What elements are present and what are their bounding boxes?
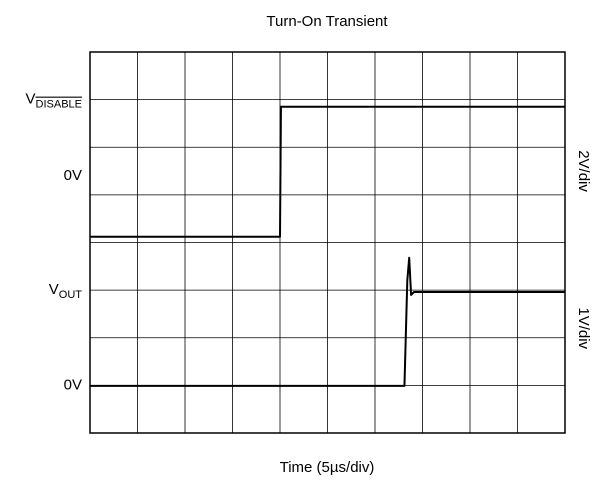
y-level-label: VDISABLE xyxy=(26,91,82,111)
y-level-label-main: 0V xyxy=(64,376,82,393)
y-level-label: VOUT xyxy=(49,281,83,301)
trace xyxy=(90,256,565,387)
y-level-label-main: V xyxy=(49,281,59,298)
plot-frame xyxy=(89,51,566,434)
y-level-label: 0V xyxy=(64,376,82,393)
chart-title: Turn-On Transient xyxy=(266,13,388,30)
scale-label: 1V/div xyxy=(575,307,592,349)
y-level-label: 0V xyxy=(64,167,82,184)
x-axis-label: Time (5µs/div) xyxy=(280,459,375,476)
y-level-label-main: 0V xyxy=(64,167,82,184)
scale-label: 2V/div xyxy=(575,150,592,192)
y-level-label-main: V xyxy=(26,91,36,108)
y-level-label-sub: DISABLE xyxy=(36,99,82,111)
trace xyxy=(90,105,565,238)
y-level-label-sub: OUT xyxy=(59,289,83,301)
